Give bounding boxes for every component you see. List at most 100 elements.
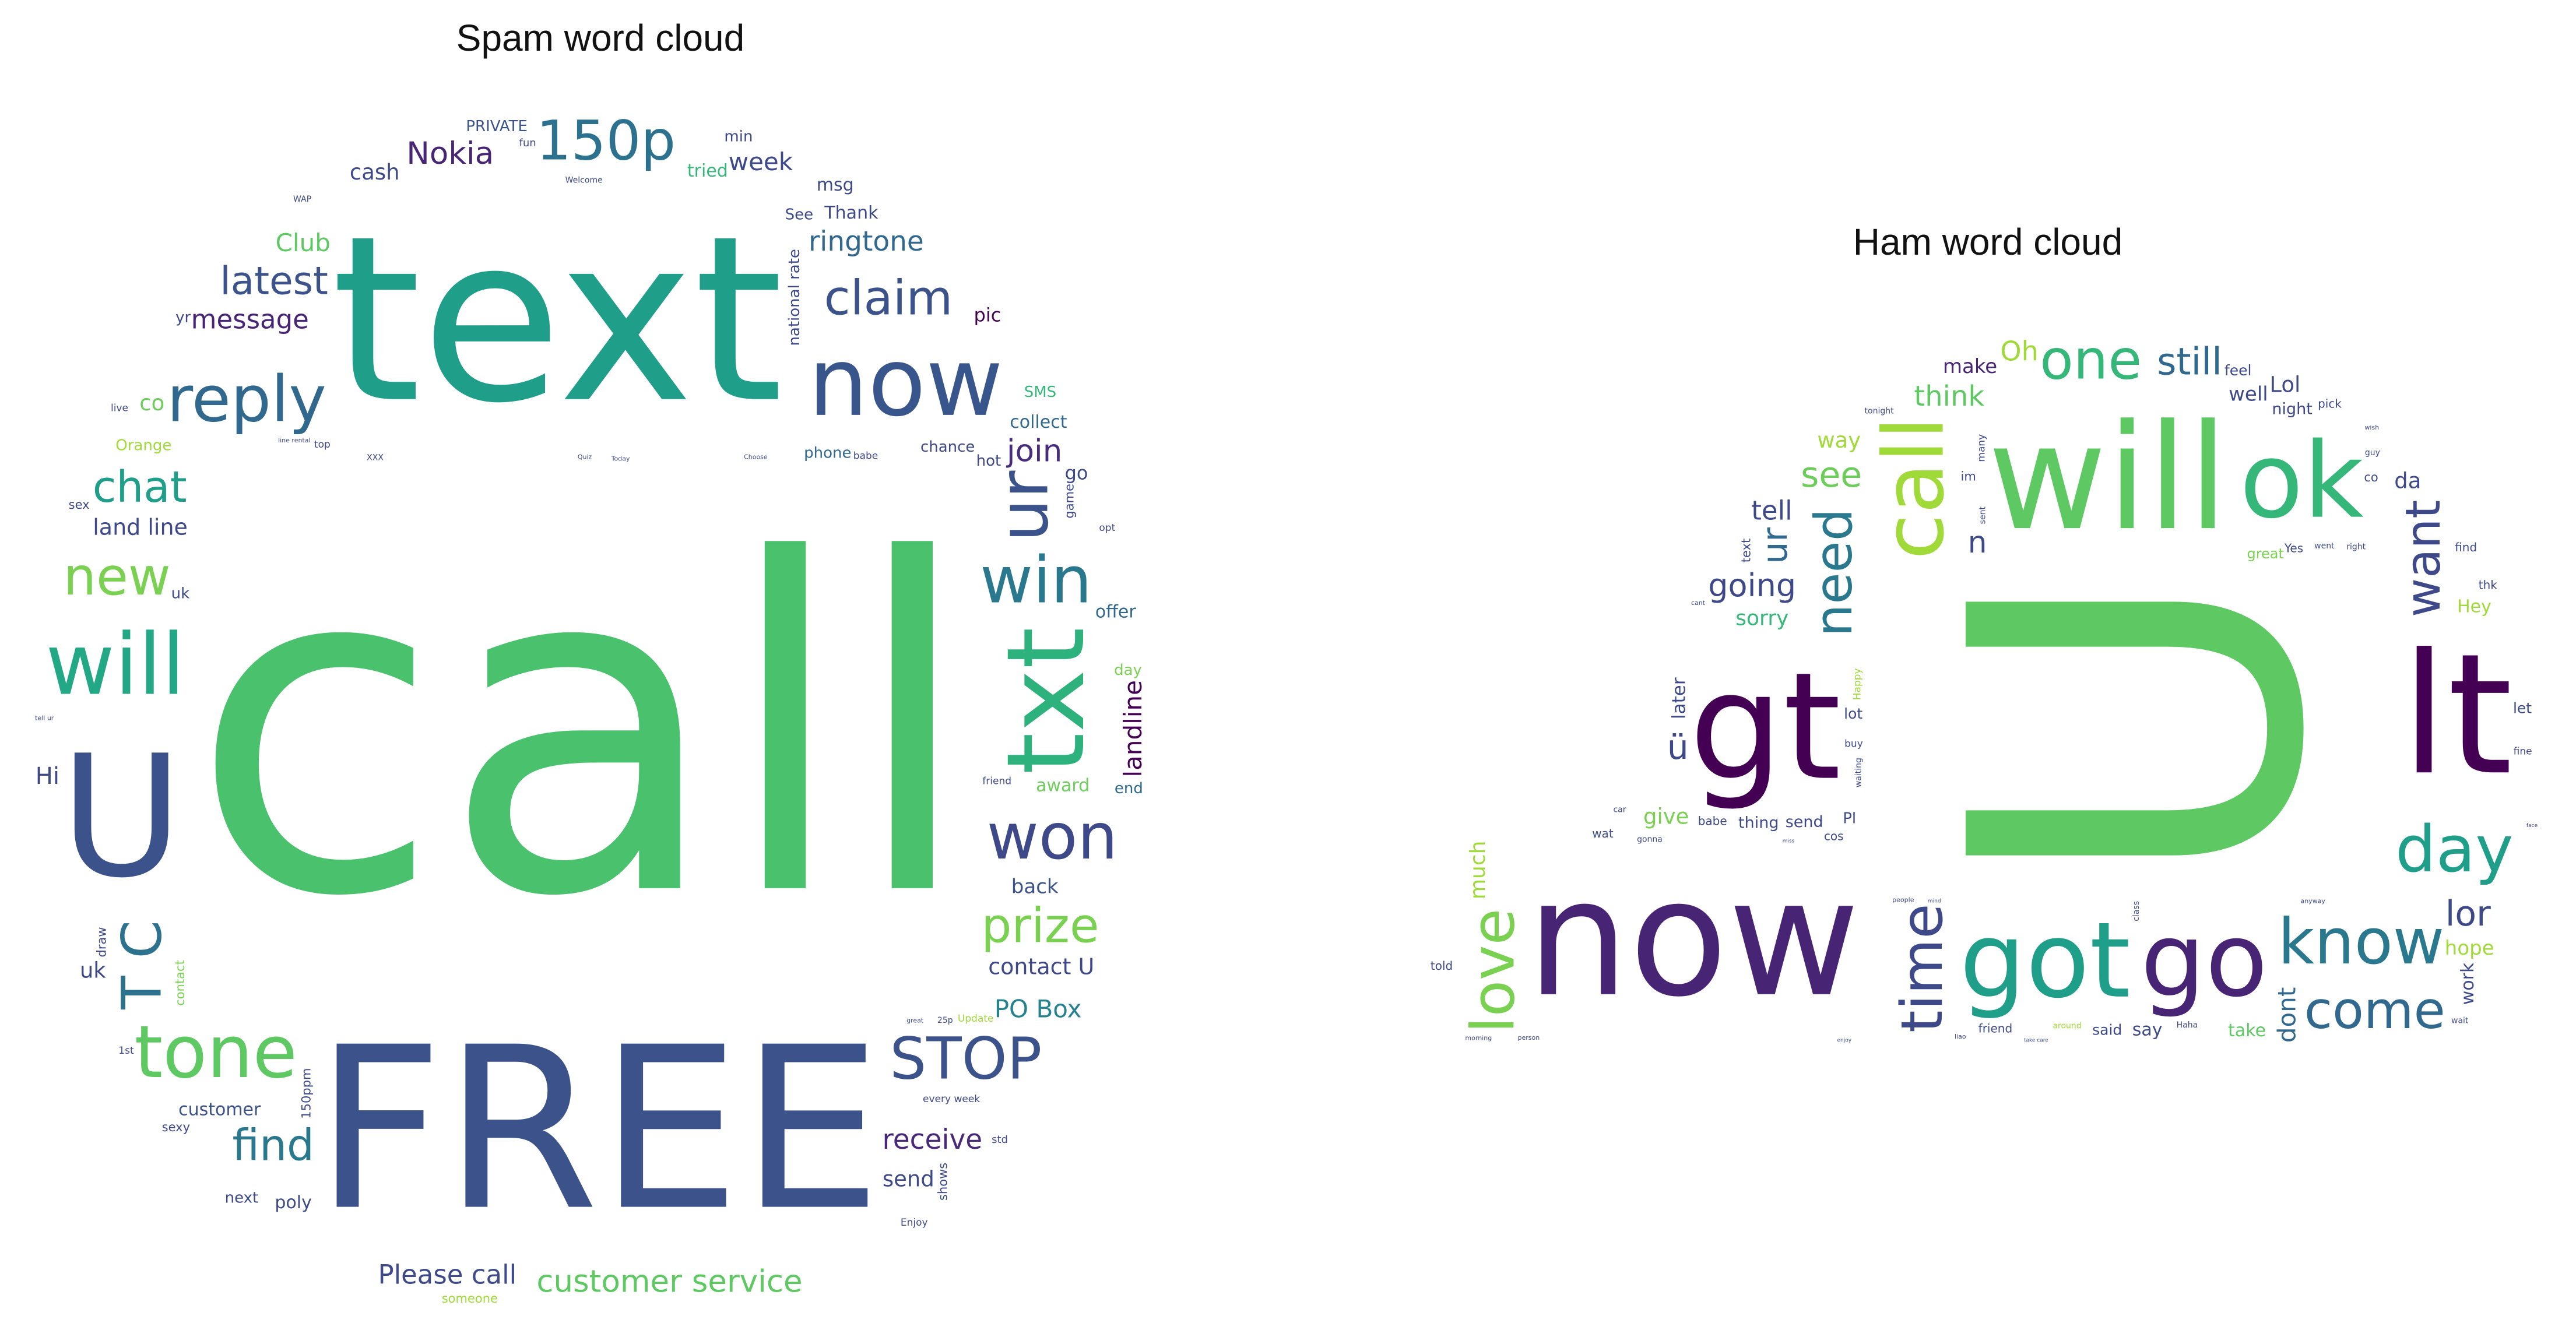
- spam-word: send: [883, 1166, 934, 1191]
- ham-word: go: [2141, 902, 2268, 1020]
- spam-word: hot: [976, 452, 1001, 470]
- spam-word: tried: [687, 161, 728, 181]
- spam-word: award: [1036, 775, 1090, 796]
- spam-word: Hi: [36, 763, 59, 790]
- ham-word: mind: [1928, 898, 1941, 904]
- ham-word: enjoy: [1837, 1038, 1851, 1044]
- ham-word: many: [1976, 434, 1988, 462]
- ham-word: take: [2228, 1021, 2266, 1041]
- spam-word: U: [60, 719, 183, 914]
- ham-word: take care: [2024, 1037, 2048, 1043]
- spam-word: STOP: [890, 1025, 1042, 1092]
- spam-word: FREE: [315, 1000, 882, 1260]
- ham-word: call: [1865, 417, 1963, 560]
- spam-word: Quiz: [578, 453, 592, 460]
- spam-word: msg: [817, 175, 854, 195]
- ham-word: wat: [1592, 826, 1614, 840]
- ham-word: Pl: [1843, 810, 1856, 827]
- spam-word: uk: [80, 958, 106, 983]
- spam-word: fun: [519, 137, 536, 149]
- spam-word: every week: [923, 1093, 980, 1105]
- spam-word: Today: [611, 455, 630, 462]
- spam-word: now: [808, 328, 1003, 438]
- spam-word: PRIVATE: [466, 118, 528, 135]
- ham-word: still: [2157, 340, 2222, 383]
- ham-word: gt: [1689, 641, 1841, 813]
- ham-word: know: [2278, 906, 2444, 979]
- spam-word: sexy: [162, 1120, 190, 1134]
- ham-word: person: [1517, 1034, 1540, 1042]
- ham-word: say: [2132, 1020, 2163, 1040]
- ham-word: got: [1959, 900, 2130, 1022]
- ham-word: fine: [2514, 745, 2532, 757]
- ham-word: said: [2092, 1021, 2122, 1038]
- spam-word: join: [1006, 433, 1062, 469]
- ham-word: much: [1466, 841, 1490, 900]
- ham-word: im: [1961, 470, 1976, 484]
- spam-word: new: [64, 546, 171, 607]
- spam-cloud-title: Spam word cloud: [456, 17, 745, 59]
- spam-word: 150p: [536, 110, 676, 173]
- ham-word: U: [1875, 562, 2405, 895]
- spam-word: 25p: [937, 1016, 953, 1025]
- spam-word: 1st: [118, 1045, 134, 1057]
- spam-word: draw: [95, 927, 109, 957]
- spam-word: receive: [882, 1124, 982, 1156]
- ham-word: now: [1527, 845, 1860, 1033]
- spam-word: babe: [853, 451, 878, 462]
- ham-word: face: [2526, 823, 2538, 829]
- spam-word: prize: [981, 899, 1099, 954]
- spam-word: co: [139, 390, 164, 416]
- spam-word: chance: [920, 438, 975, 456]
- spam-word: txt: [984, 627, 1109, 775]
- spam-word: customer: [178, 1099, 261, 1120]
- ham-word: will: [1988, 393, 2229, 562]
- ham-word: later: [1668, 677, 1689, 719]
- ham-word: find: [2455, 540, 2477, 554]
- spam-word: latest: [220, 258, 328, 303]
- spam-word: ringtone: [809, 226, 924, 258]
- spam-word: SMS: [1024, 383, 1056, 401]
- spam-word: week: [729, 147, 793, 176]
- spam-word: Update: [958, 1013, 994, 1025]
- spam-word: message: [191, 304, 309, 335]
- ham-word: lot: [1844, 705, 1862, 722]
- ham-word: waiting: [1854, 758, 1864, 787]
- ham-word: Oh: [2000, 336, 2038, 367]
- spam-word: phone: [804, 444, 851, 462]
- spam-word: great: [906, 1016, 924, 1024]
- spam-word: contact U: [988, 954, 1094, 980]
- spam-word: line rental: [278, 437, 310, 444]
- ham-word: well: [2229, 382, 2268, 406]
- spam-word: find: [233, 1121, 314, 1171]
- ham-word: sent: [1978, 506, 1987, 524]
- spam-word: win: [980, 543, 1092, 618]
- spam-word: day: [1114, 662, 1142, 679]
- ham-word: make: [1943, 355, 1997, 378]
- ham-word: feel: [2224, 362, 2252, 379]
- spam-word: 150ppm: [300, 1068, 314, 1119]
- ham-word: class: [2132, 901, 2141, 921]
- spam-word: sex: [69, 498, 90, 512]
- ham-word: babe: [1698, 814, 1727, 828]
- ham-word: Lol: [2269, 372, 2300, 397]
- spam-word: PO Box: [994, 995, 1082, 1023]
- ham-word: pick: [2318, 397, 2342, 411]
- ham-word: love: [1459, 909, 1528, 1033]
- spam-word: tone: [135, 1011, 297, 1095]
- ham-word: went: [2314, 541, 2335, 551]
- ham-word: co: [2364, 470, 2378, 484]
- spam-word: See: [785, 206, 814, 224]
- spam-word: Choose: [744, 453, 768, 461]
- ham-word: see: [1801, 455, 1862, 495]
- ham-word: hope: [2445, 937, 2494, 960]
- spam-word: Enjoy: [901, 1217, 928, 1229]
- ham-word: send: [1786, 813, 1823, 831]
- ham-word: buy: [1844, 738, 1863, 750]
- spam-word: std: [992, 1134, 1008, 1146]
- spam-word: T C: [110, 920, 174, 1010]
- ham-word: need: [1804, 508, 1864, 636]
- ham-cloud-title: Ham word cloud: [1853, 221, 2123, 263]
- spam-word: reply: [167, 362, 326, 436]
